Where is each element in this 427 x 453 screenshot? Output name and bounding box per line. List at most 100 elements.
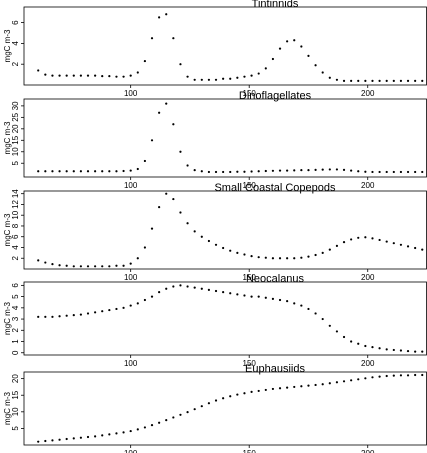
y-tick-label: 25: [11, 112, 20, 121]
data-point: [236, 251, 239, 254]
data-point: [101, 265, 104, 268]
data-point: [65, 264, 68, 267]
data-point: [193, 169, 196, 172]
data-point: [165, 13, 168, 16]
data-point: [243, 75, 246, 78]
data-point: [243, 253, 246, 256]
data-point: [321, 383, 324, 386]
data-point: [136, 428, 139, 431]
data-point: [86, 312, 90, 315]
data-point: [236, 76, 239, 79]
data-point: [44, 73, 47, 76]
data-point: [385, 79, 388, 82]
data-point: [264, 169, 267, 173]
data-point: [79, 436, 82, 439]
y-tick-label: 12: [11, 199, 20, 208]
data-point: [143, 298, 146, 302]
data-point: [293, 39, 296, 42]
data-point: [293, 385, 296, 389]
data-point: [371, 376, 374, 379]
data-point: [65, 437, 68, 441]
data-point: [229, 395, 232, 398]
data-point: [278, 47, 282, 50]
data-point: [335, 381, 339, 384]
data-point: [229, 249, 232, 252]
data-point: [186, 75, 189, 78]
data-point: [328, 76, 331, 79]
y-axis-label: mgC m-3: [3, 392, 12, 425]
data-point: [257, 389, 260, 393]
data-point: [129, 262, 132, 265]
data-point: [222, 291, 225, 294]
data-point: [378, 79, 381, 82]
data-point: [414, 350, 417, 353]
data-point: [51, 263, 54, 266]
data-point: [214, 399, 218, 402]
data-point: [86, 170, 90, 173]
data-point: [364, 236, 367, 239]
plot-frame: [23, 190, 427, 270]
data-point: [250, 170, 253, 173]
data-point: [165, 287, 168, 290]
data-point: [314, 312, 317, 315]
plot-frame: [23, 371, 427, 446]
data-point: [421, 248, 424, 251]
data-point: [44, 315, 47, 318]
data-point: [421, 373, 424, 377]
data-point: [406, 374, 410, 377]
data-point: [278, 257, 282, 260]
y-tick-label: 10: [11, 407, 20, 416]
data-point: [207, 402, 211, 405]
y-tick-label: 6: [11, 234, 20, 239]
data-point: [58, 438, 61, 441]
data-point: [200, 78, 203, 81]
data-point: [94, 170, 97, 173]
data-point: [65, 170, 68, 173]
y-axis-label: mgC m-3: [3, 29, 12, 62]
data-point: [150, 227, 154, 230]
data-point: [307, 307, 310, 311]
data-point: [72, 437, 75, 440]
data-point: [257, 72, 260, 75]
data-point: [186, 164, 189, 167]
y-tick-label: 20: [11, 124, 20, 133]
data-point: [264, 296, 267, 299]
data-point: [342, 79, 346, 82]
data-point: [193, 230, 196, 233]
data-point: [314, 253, 317, 257]
data-point: [236, 393, 239, 396]
data-point: [229, 170, 232, 174]
plot-frame: [23, 6, 427, 86]
data-point: [115, 170, 118, 173]
data-point: [243, 392, 246, 395]
data-point: [406, 79, 410, 82]
data-point: [307, 169, 310, 172]
data-point: [150, 423, 154, 427]
data-point: [421, 170, 424, 174]
data-point: [300, 304, 303, 307]
y-tick-label: 6: [11, 20, 20, 25]
data-point: [165, 192, 168, 195]
x-tick-label: 200: [361, 89, 375, 98]
chart-title: Dinoflagellates: [239, 90, 312, 102]
data-point: [72, 265, 75, 268]
data-point: [414, 170, 417, 174]
data-point: [286, 299, 289, 303]
data-point: [271, 387, 275, 391]
y-tick-label: 2: [11, 255, 20, 260]
data-point: [207, 288, 211, 291]
x-tick-label: 100: [124, 273, 138, 282]
data-point: [385, 170, 388, 174]
data-point: [378, 238, 381, 242]
data-point: [58, 170, 61, 173]
data-point: [200, 287, 203, 290]
data-point: [321, 251, 324, 254]
data-point: [108, 75, 111, 78]
x-tick-label: 100: [124, 181, 138, 190]
data-point: [136, 71, 139, 74]
data-point: [115, 307, 118, 311]
data-point: [371, 346, 374, 349]
data-point: [250, 295, 253, 298]
data-point: [193, 286, 196, 289]
data-point: [115, 264, 118, 267]
